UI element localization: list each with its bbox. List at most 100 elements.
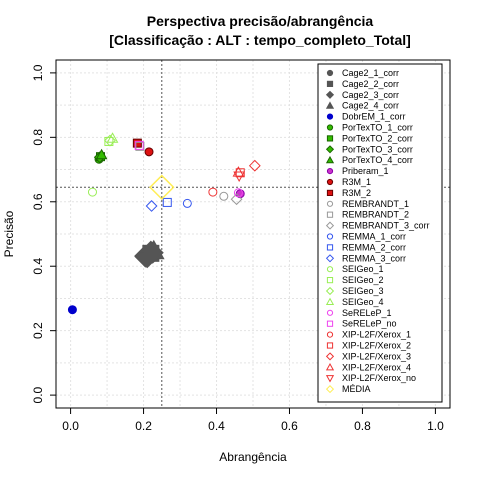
data-point [182,198,192,208]
legend-label: REMBRANDT_2 [342,210,409,220]
legend-label: Cage2_3_corr [342,90,399,100]
x-tick-label: 0.0 [62,419,79,433]
data-point [149,174,175,201]
legend-label: SEIGeo_1 [342,264,384,274]
legend-label: PorTexTO_2_corr [342,133,413,143]
legend-label: XIP-L2F/Xerox_2 [342,341,411,351]
legend-marker [326,331,334,338]
legend-marker [326,211,334,218]
data-point [104,134,116,147]
data-point [208,187,218,197]
legend-label: XIP-L2F/Xerox_1 [342,330,411,340]
data-point [106,132,119,143]
y-axis-ticks: 0.0 0.2 0.4 0.6 0.8 1.0 [31,64,56,403]
legend-label: XIP-L2F/Xerox_4 [342,362,411,372]
y-tick-label: 0.2 [31,322,45,339]
legend-label: Cage2_2_corr [342,79,399,89]
legend-label: XIP-L2F/Xerox_3 [342,351,411,361]
legend-marker [326,113,334,120]
legend-marker [326,309,334,316]
plot-frame [55,59,451,409]
legend-marker [326,168,334,175]
data-point [104,137,114,147]
data-point [134,140,144,150]
x-axis-ticks: 0.0 0.2 0.4 0.6 0.8 1.0 [62,408,444,433]
legend-marker [325,155,335,164]
legend-marker [325,375,335,383]
legend-marker [325,297,335,305]
legend-label: SEIGeo_2 [342,275,384,285]
data-point [132,138,142,148]
y-tick-label: 0.0 [31,386,45,403]
legend-label: REMMA_2_corr [342,242,406,252]
legend-marker [325,286,335,296]
data-point [67,305,77,315]
legend-marker [325,145,335,154]
x-tick-label: 0.4 [208,419,225,433]
legend-label: SeRELeP_1 [342,308,392,318]
legend-label: XIP-L2F/Xerox_no [342,373,416,383]
legend-marker [326,244,334,251]
legend-marker [326,189,334,197]
data-point [248,159,261,172]
legend-label: R3M_2 [342,188,371,198]
legend-label: R3M_1 [342,177,371,187]
legend-marker [325,254,335,263]
legend-marker [325,363,335,371]
legend-label: SEIGeo_3 [342,286,384,296]
chart-title-line1: Perspectiva precisão/abrangência [147,13,374,29]
legend-marker [326,135,334,142]
legend-label: PorTexTO_3_corr [342,144,413,154]
data-point [233,171,245,183]
data-point [145,200,158,212]
legend-label: SEIGeo_4 [342,297,384,307]
legend-marker [326,233,334,240]
legend-marker [325,352,335,361]
x-axis-label: Abrangência [219,450,287,464]
legend-label: Cage2_4_corr [342,101,399,111]
legend-label: SeRELeP_no [342,319,397,329]
data-point [233,188,243,198]
legend-label: MÉDIA [342,384,371,394]
x-tick-label: 1.0 [427,419,444,433]
legend-marker [325,221,335,230]
y-tick-label: 1.0 [31,64,45,81]
x-tick-label: 0.2 [135,419,152,433]
chart-title-line2: [Classificação : ALT : tempo_completo_To… [109,32,411,48]
legend-marker [326,342,334,349]
x-tick-label: 0.6 [281,419,298,433]
data-point [219,191,229,201]
legend-marker [325,101,335,109]
legend-marker [326,200,334,207]
data-point [135,141,145,151]
legend-marker [326,80,334,88]
y-tick-label: 0.6 [31,193,45,210]
data-point [141,241,164,264]
legend-marker [325,90,335,99]
data-points [67,132,261,315]
y-axis-label: Precisão [2,210,16,257]
legend-box [317,63,443,403]
legend-marker [326,124,334,131]
legend-label: Priberam_1 [342,166,389,176]
legend-marker [325,385,335,394]
legend-label: REMBRANDT_3_corr [342,221,430,231]
legend-label: PorTexTO_1_corr [342,123,413,133]
data-point [162,197,172,207]
data-point [87,187,97,197]
data-point [230,193,243,206]
legend-marker [326,320,334,327]
legend-marker [326,178,334,186]
y-tick-label: 0.8 [31,129,45,146]
legend-marker [326,266,334,273]
y-tick-label: 0.4 [31,258,45,275]
legend-label: REMMA_1_corr [342,232,406,242]
data-point [95,148,108,160]
legend-label: PorTexTO_4_corr [342,155,413,165]
legend-label: REMBRANDT_1 [342,199,409,209]
legend-label: REMMA_3_corr [342,253,406,263]
legend: Cage2_1_corrCage2_2_corrCage2_3_corrCage… [317,63,443,403]
data-point [144,147,154,157]
legend-label: DobrEM_1_corr [342,112,406,122]
